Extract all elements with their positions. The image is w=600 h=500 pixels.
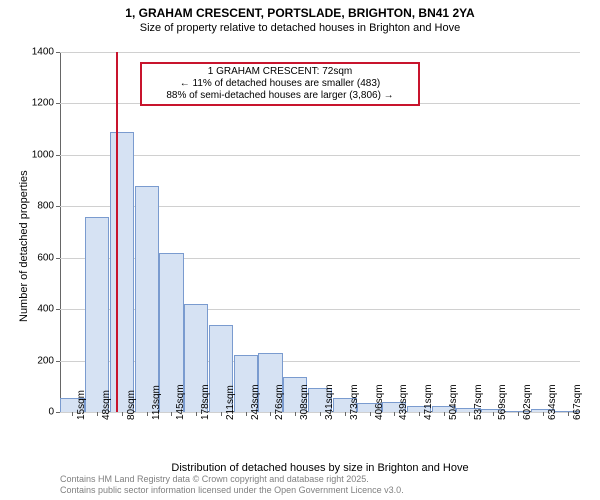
y-tick-mark bbox=[56, 361, 60, 362]
page-title: 1, GRAHAM CRESCENT, PORTSLADE, BRIGHTON,… bbox=[0, 0, 600, 20]
y-tick-label: 1200 bbox=[14, 98, 54, 109]
page-subtitle: Size of property relative to detached ho… bbox=[0, 20, 600, 34]
x-tick-label: 211sqm bbox=[225, 385, 236, 420]
x-tick-mark bbox=[493, 412, 494, 416]
y-tick-mark bbox=[56, 103, 60, 104]
x-tick-mark bbox=[345, 412, 346, 416]
x-axis-title: Distribution of detached houses by size … bbox=[60, 462, 580, 474]
y-tick-label: 1400 bbox=[14, 47, 54, 58]
x-tick-label: 373sqm bbox=[349, 384, 360, 420]
y-tick-label: 1000 bbox=[14, 149, 54, 160]
x-tick-mark bbox=[295, 412, 296, 416]
x-tick-label: 504sqm bbox=[448, 384, 459, 420]
footer-line: Contains public sector information licen… bbox=[60, 485, 404, 496]
x-tick-label: 406sqm bbox=[374, 384, 385, 420]
annotation-line: 1 GRAHAM CRESCENT: 72sqm bbox=[146, 66, 414, 78]
x-tick-mark bbox=[419, 412, 420, 416]
x-tick-label: 308sqm bbox=[299, 384, 310, 420]
y-tick-mark bbox=[56, 52, 60, 53]
x-tick-mark bbox=[394, 412, 395, 416]
histogram-bar bbox=[135, 186, 159, 412]
x-tick-label: 80sqm bbox=[126, 390, 137, 420]
x-tick-label: 537sqm bbox=[473, 384, 484, 420]
x-tick-label: 15sqm bbox=[76, 390, 87, 420]
footer-credits: Contains HM Land Registry data © Crown c… bbox=[60, 474, 404, 496]
x-tick-label: 113sqm bbox=[151, 385, 162, 420]
x-tick-label: 48sqm bbox=[101, 390, 112, 420]
x-tick-mark bbox=[543, 412, 544, 416]
x-tick-mark bbox=[370, 412, 371, 416]
y-axis-line bbox=[60, 52, 61, 412]
x-tick-mark bbox=[97, 412, 98, 416]
y-tick-mark bbox=[56, 412, 60, 413]
x-tick-label: 243sqm bbox=[250, 384, 261, 420]
x-tick-mark bbox=[147, 412, 148, 416]
histogram-bar bbox=[85, 217, 109, 412]
x-tick-mark bbox=[196, 412, 197, 416]
y-tick-mark bbox=[56, 258, 60, 259]
x-tick-mark bbox=[72, 412, 73, 416]
y-tick-mark bbox=[56, 309, 60, 310]
property-marker-line bbox=[116, 52, 118, 412]
y-tick-label: 200 bbox=[14, 355, 54, 366]
x-tick-label: 341sqm bbox=[324, 384, 335, 420]
x-tick-mark bbox=[568, 412, 569, 416]
x-tick-label: 439sqm bbox=[398, 384, 409, 420]
x-tick-mark bbox=[171, 412, 172, 416]
x-tick-label: 145sqm bbox=[175, 384, 186, 420]
y-tick-mark bbox=[56, 155, 60, 156]
chart-container: 1, GRAHAM CRESCENT, PORTSLADE, BRIGHTON,… bbox=[0, 0, 600, 500]
x-tick-mark bbox=[518, 412, 519, 416]
x-tick-mark bbox=[246, 412, 247, 416]
x-tick-mark bbox=[270, 412, 271, 416]
x-tick-mark bbox=[469, 412, 470, 416]
x-tick-label: 471sqm bbox=[423, 384, 434, 420]
x-tick-label: 602sqm bbox=[522, 384, 533, 420]
x-tick-mark bbox=[122, 412, 123, 416]
annotation-line: ← 11% of detached houses are smaller (48… bbox=[146, 78, 414, 90]
plot-area: 020040060080010001200140015sqm48sqm80sqm… bbox=[60, 52, 580, 412]
y-tick-label: 0 bbox=[14, 407, 54, 418]
x-tick-label: 667sqm bbox=[572, 384, 583, 420]
x-tick-mark bbox=[444, 412, 445, 416]
histogram-bar bbox=[110, 132, 134, 412]
footer-line: Contains HM Land Registry data © Crown c… bbox=[60, 474, 404, 485]
histogram-chart: 020040060080010001200140015sqm48sqm80sqm… bbox=[60, 52, 580, 412]
x-tick-label: 178sqm bbox=[200, 384, 211, 420]
x-tick-label: 276sqm bbox=[274, 384, 285, 420]
x-tick-label: 634sqm bbox=[547, 384, 558, 420]
y-axis-title: Number of detached properties bbox=[18, 170, 30, 322]
annotation-box: 1 GRAHAM CRESCENT: 72sqm← 11% of detache… bbox=[140, 62, 420, 106]
x-tick-label: 569sqm bbox=[497, 384, 508, 420]
annotation-line: 88% of semi-detached houses are larger (… bbox=[146, 90, 414, 102]
y-tick-mark bbox=[56, 206, 60, 207]
x-tick-mark bbox=[221, 412, 222, 416]
x-tick-mark bbox=[320, 412, 321, 416]
gridline bbox=[60, 52, 580, 53]
gridline bbox=[60, 155, 580, 156]
